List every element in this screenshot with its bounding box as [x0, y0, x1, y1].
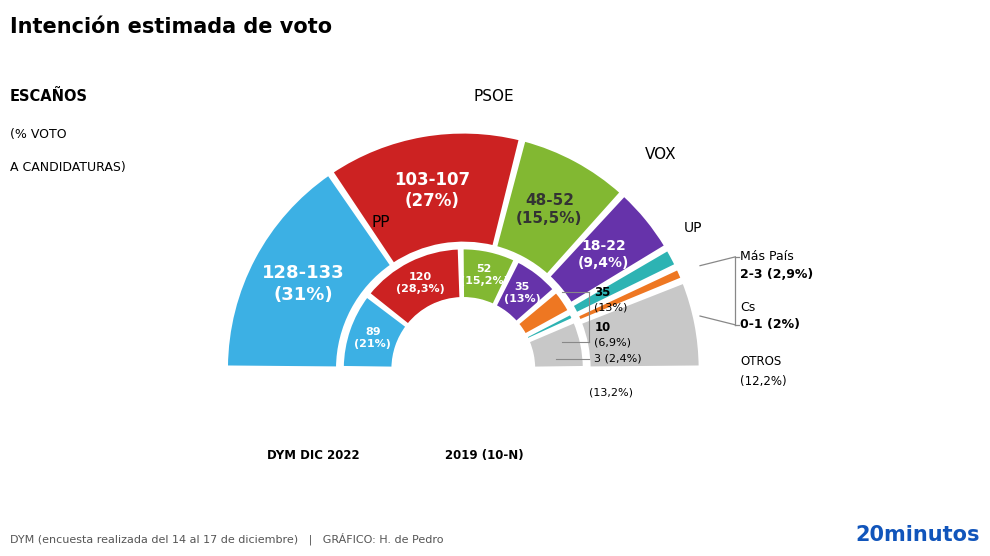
Wedge shape	[580, 282, 700, 368]
Wedge shape	[393, 299, 534, 369]
Text: 3 (2,4%): 3 (2,4%)	[594, 354, 642, 364]
Wedge shape	[529, 322, 584, 368]
Wedge shape	[343, 296, 407, 368]
Text: DYM DIC 2022: DYM DIC 2022	[267, 449, 359, 462]
Text: 128-133
(31%): 128-133 (31%)	[261, 264, 345, 304]
Text: 0-1 (2%): 0-1 (2%)	[741, 319, 800, 331]
Wedge shape	[368, 248, 460, 325]
Wedge shape	[526, 314, 573, 340]
Text: 48-52
(15,5%): 48-52 (15,5%)	[516, 193, 582, 226]
Text: ESCAÑOS: ESCAÑOS	[10, 89, 88, 104]
Text: 89
(21%): 89 (21%)	[354, 327, 391, 349]
Text: 18-22
(9,4%): 18-22 (9,4%)	[578, 239, 630, 270]
Text: 52
(15,2%): 52 (15,2%)	[459, 265, 508, 286]
Text: OTROS: OTROS	[741, 355, 781, 368]
Bar	[148, 369, 866, 495]
Text: 20minutos: 20minutos	[855, 525, 980, 545]
Wedge shape	[495, 261, 554, 322]
Wedge shape	[462, 248, 515, 305]
Text: VOX: VOX	[644, 147, 676, 162]
Wedge shape	[577, 269, 682, 321]
Text: UP: UP	[684, 221, 702, 235]
Text: (13%): (13%)	[594, 302, 628, 312]
Text: Cs: Cs	[741, 301, 755, 314]
Text: 120
(28,3%): 120 (28,3%)	[396, 272, 445, 295]
Wedge shape	[572, 250, 676, 314]
Text: (% VOTO: (% VOTO	[10, 128, 66, 141]
Text: (6,9%): (6,9%)	[594, 337, 632, 348]
Text: 2-3 (2,9%): 2-3 (2,9%)	[741, 268, 814, 281]
Text: (12,2%): (12,2%)	[741, 375, 787, 388]
Text: 103-107
(27%): 103-107 (27%)	[394, 171, 470, 210]
Wedge shape	[227, 174, 392, 368]
Text: PP: PP	[372, 215, 390, 230]
Text: 35
(13%): 35 (13%)	[504, 282, 541, 304]
Text: 2019 (10-N): 2019 (10-N)	[446, 449, 524, 462]
Text: 35: 35	[594, 286, 611, 299]
Wedge shape	[548, 195, 665, 304]
Text: DYM (encuesta realizada del 14 al 17 de diciembre)   |   GRÁFICO: H. de Pedro: DYM (encuesta realizada del 14 al 17 de …	[10, 533, 444, 545]
Text: (13,2%): (13,2%)	[589, 388, 634, 398]
Wedge shape	[496, 140, 621, 275]
Text: Más País: Más País	[741, 250, 794, 264]
Text: PSOE: PSOE	[473, 90, 514, 105]
Text: Intención estimada de voto: Intención estimada de voto	[10, 17, 332, 37]
Wedge shape	[332, 132, 520, 264]
Text: A CANDIDATURAS): A CANDIDATURAS)	[10, 161, 126, 174]
Text: 10: 10	[594, 321, 611, 334]
Wedge shape	[518, 292, 569, 335]
